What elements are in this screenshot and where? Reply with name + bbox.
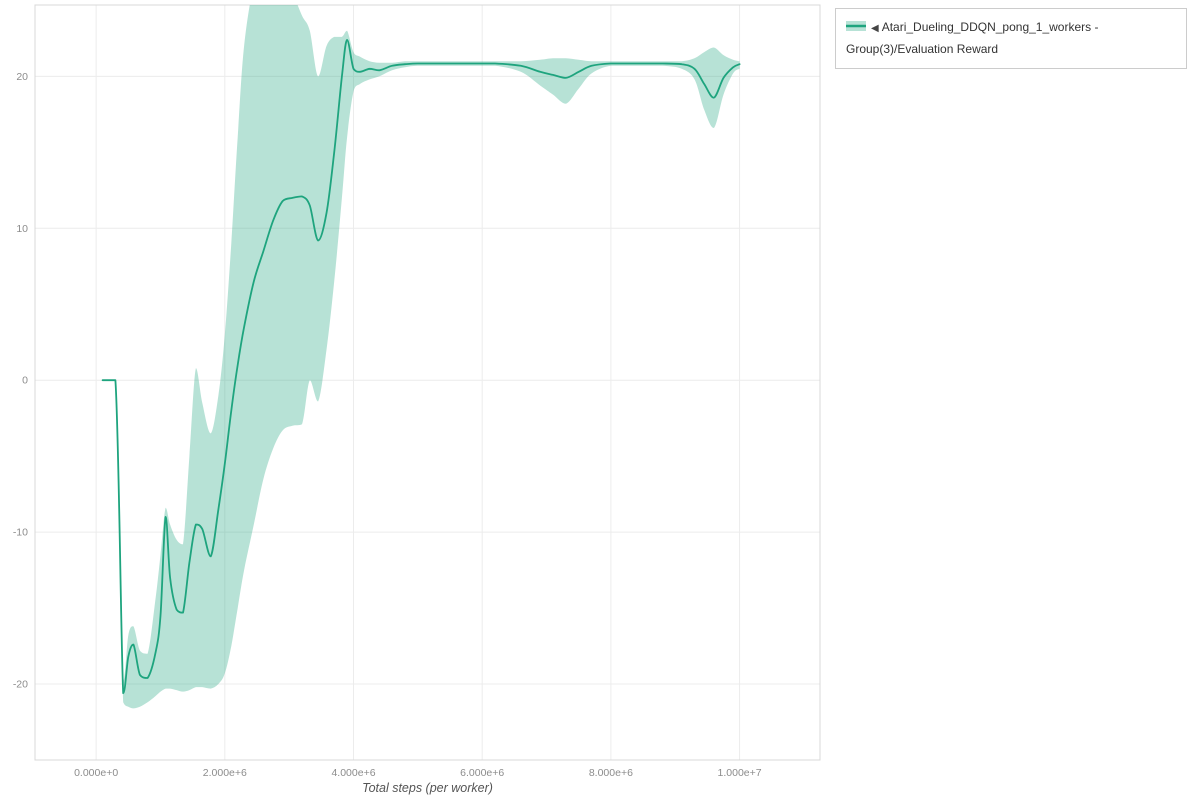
series-line [101,39,741,695]
x-tick-label: 6.000e+6 [460,767,504,779]
y-tick-label: 0 [22,375,28,387]
legend-item[interactable]: ◀ Atari_Dueling_DDQN_pong_1_workers - Gro… [846,17,1176,60]
y-tick-label: -20 [13,679,28,691]
confidence-band [102,5,740,709]
plot-border [34,4,821,761]
x-tick-label: 8.000e+6 [589,767,633,779]
legend-item-label: Atari_Dueling_DDQN_pong_1_workers - Grou… [846,20,1099,56]
x-tick-label: 0.000e+0 [74,767,118,779]
legend-toggle-icon[interactable]: ◀ [871,23,879,34]
legend-series-swatch [846,21,866,31]
legend: ◀ Atari_Dueling_DDQN_pong_1_workers - Gro… [835,8,1187,69]
y-tick-label: 20 [16,71,28,83]
x-tick-label: 2.000e+6 [203,767,247,779]
y-tick-label: 10 [16,223,28,235]
y-tick-label: -10 [13,527,28,539]
x-tick-label: 4.000e+6 [331,767,375,779]
x-tick-label: 1.000e+7 [718,767,762,779]
x-axis-title: Total steps (per worker) [362,781,493,795]
